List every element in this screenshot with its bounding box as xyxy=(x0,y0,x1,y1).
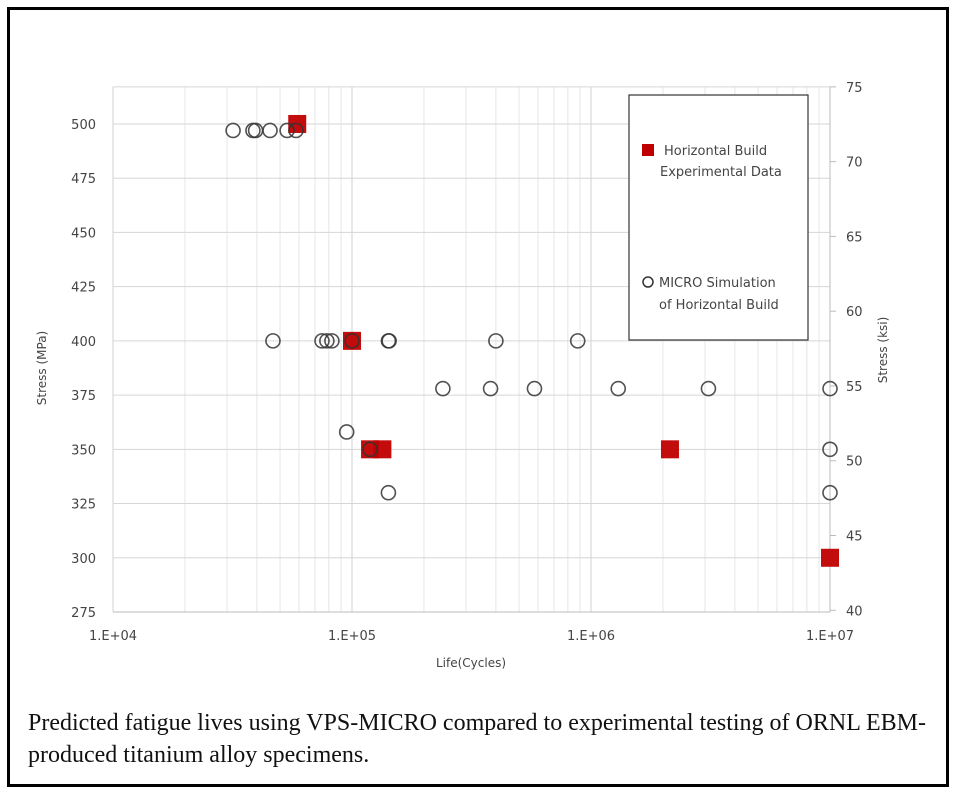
simulation-point xyxy=(482,380,499,397)
y-tick-label-left: 400 xyxy=(71,335,96,350)
experimental-point xyxy=(821,548,839,567)
simulation-point xyxy=(265,333,281,349)
simulation-point xyxy=(569,333,586,349)
simulation-point xyxy=(314,333,330,349)
y-tick-label-right: 55 xyxy=(846,380,863,395)
figure-caption: Predicted fatigue lives using VPS-MICRO … xyxy=(28,710,926,768)
y-axis-label-left: Stress (MPa) xyxy=(35,331,49,405)
y-tick-label-right: 70 xyxy=(846,156,863,171)
legend-square-marker xyxy=(642,144,654,156)
x-tick-label: 1.E+05 xyxy=(328,629,376,644)
simulation-point xyxy=(319,333,335,349)
y-tick-label-left: 375 xyxy=(71,389,96,404)
simulation-point xyxy=(822,484,838,501)
simulation-point xyxy=(700,380,717,397)
y-axis-label-right: Stress (ksi) xyxy=(876,317,890,384)
simulation-point xyxy=(822,441,838,458)
simulation-point xyxy=(822,380,838,397)
x-tick-label: 1.E+06 xyxy=(567,629,615,644)
simulation-point xyxy=(262,122,278,139)
y-tick-label-left: 425 xyxy=(71,281,96,296)
simulation-point xyxy=(435,380,451,397)
y-tick-label-left: 475 xyxy=(71,172,96,187)
legend-box xyxy=(628,94,809,341)
y-tick-label-right: 50 xyxy=(846,455,863,470)
simulation-point xyxy=(362,441,378,458)
y-tick-label-right: 45 xyxy=(846,530,863,545)
legend-sim-line1: MICRO Simulation xyxy=(659,276,776,291)
x-axis-label: Life(Cycles) xyxy=(436,656,506,670)
simulation-point xyxy=(526,380,543,397)
simulation-point xyxy=(288,122,304,139)
figure-border xyxy=(7,7,949,787)
simulation-point xyxy=(338,424,355,440)
y-tick-label-right: 60 xyxy=(846,305,863,320)
simulation-point xyxy=(344,333,360,349)
y-tick-label-left: 275 xyxy=(71,606,96,621)
legend-circle-marker xyxy=(642,276,654,288)
legend: Horizontal Build Experimental Data MICRO… xyxy=(628,94,809,341)
tick-labels: 1.E+04 1.E+05 1.E+06 1.E+07 275 300 325 350 375 4… xyxy=(71,81,862,644)
y-tick-label-right: 65 xyxy=(846,230,863,245)
legend-sim-line2: of Horizontal Build xyxy=(659,298,779,313)
legend-exp-line2: Experimental Data xyxy=(660,165,782,180)
simulation-point xyxy=(324,333,340,349)
y-tick-label-right: 75 xyxy=(846,81,863,96)
experimental-point xyxy=(660,440,679,459)
data-marks xyxy=(225,114,839,567)
simulation-point xyxy=(279,122,295,139)
simulation-point xyxy=(488,333,504,349)
simulation-point xyxy=(610,380,627,397)
y-tick-label-left: 350 xyxy=(71,443,96,458)
y-tick-label-left: 325 xyxy=(71,498,96,513)
y-tick-label-left: 500 xyxy=(71,118,96,133)
x-tick-label: 1.E+04 xyxy=(89,629,137,644)
legend-exp-line1: Horizontal Build xyxy=(664,144,767,159)
y-tick-label-left: 450 xyxy=(71,226,96,241)
x-tick-label: 1.E+07 xyxy=(806,629,854,644)
y-tick-label-right: 40 xyxy=(846,604,863,619)
simulation-point xyxy=(381,333,397,349)
y-tick-label-left: 300 xyxy=(71,552,96,567)
simulation-point xyxy=(380,484,397,501)
experimental-point xyxy=(373,440,392,459)
simulation-point xyxy=(225,122,241,139)
